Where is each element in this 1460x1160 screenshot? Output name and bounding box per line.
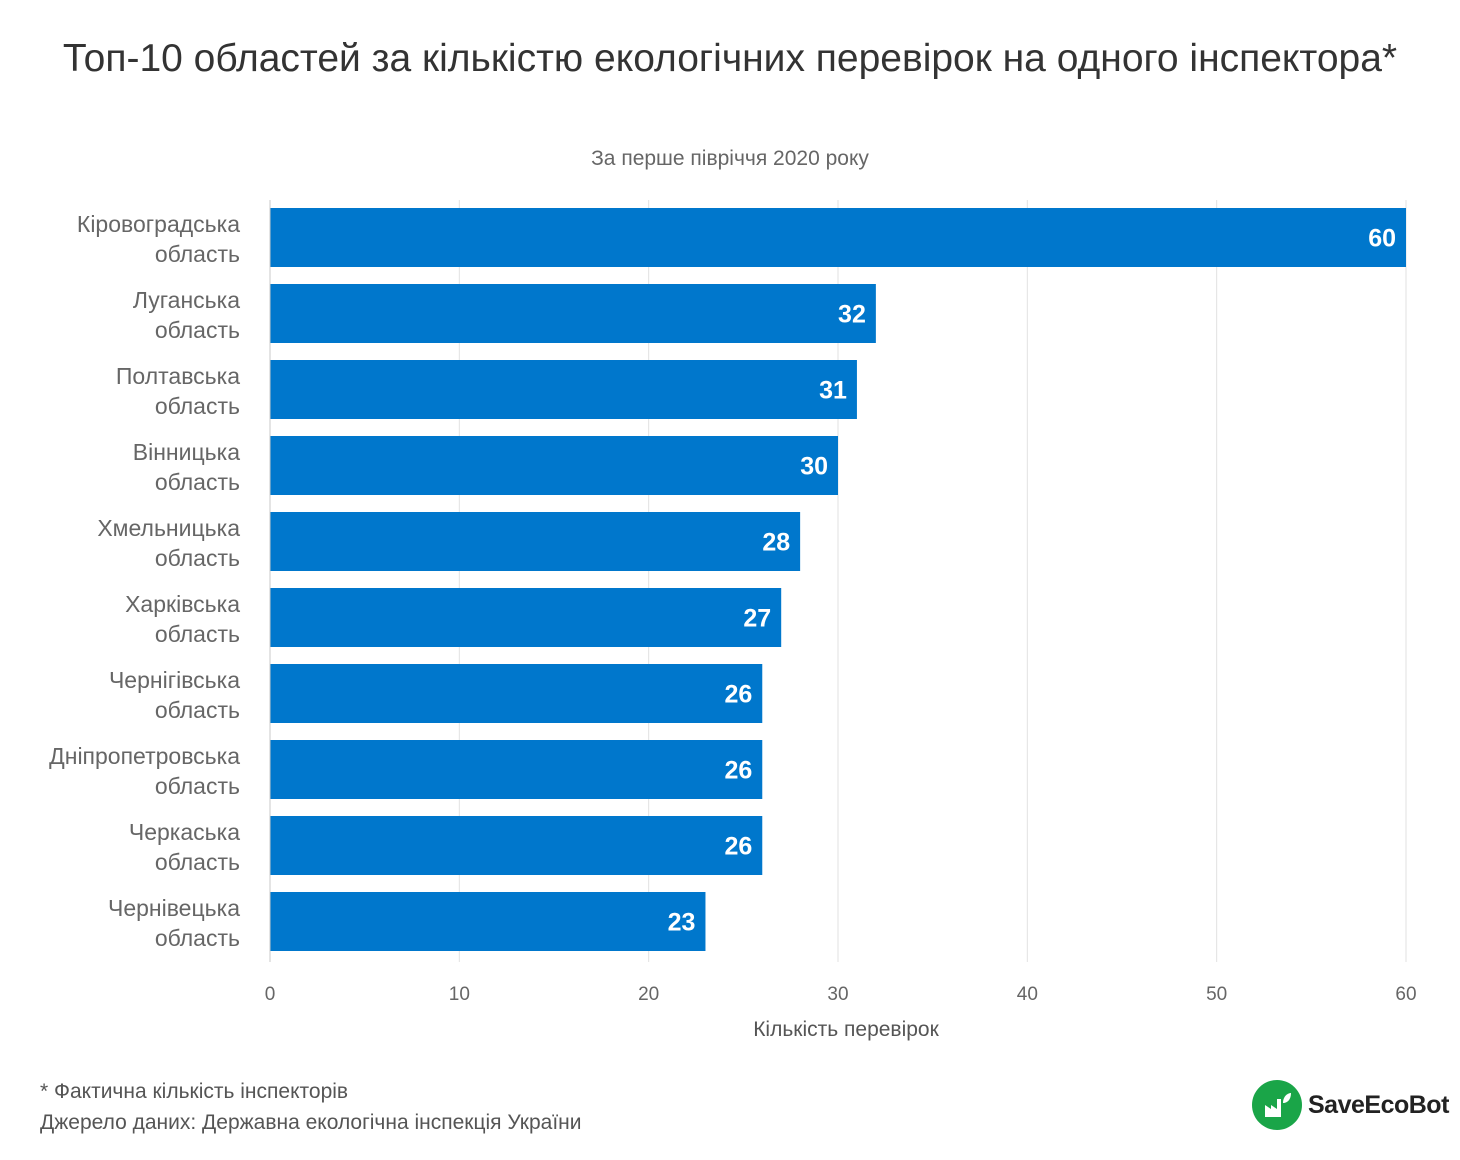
- chart-subtitle: За перше півріччя 2020 року: [591, 147, 869, 170]
- bar: [270, 512, 801, 571]
- x-tick-label: 30: [827, 984, 848, 1005]
- data-label: 31: [819, 377, 847, 405]
- footnote-note: * Фактична кількість інспекторів: [40, 1080, 349, 1103]
- bar: [270, 208, 1406, 267]
- data-label: 26: [724, 681, 752, 709]
- category-label: Чернігівська область: [109, 667, 240, 723]
- category-label: Луганська область: [133, 287, 240, 343]
- x-tick-label: 20: [638, 984, 659, 1005]
- category-label: Вінницька область: [133, 439, 240, 495]
- x-tick-label: 50: [1206, 984, 1227, 1005]
- x-tick-label: 40: [1017, 984, 1038, 1005]
- category-label: Черкаська область: [129, 819, 240, 875]
- logo-text: SaveEcoBot: [1308, 1091, 1449, 1120]
- bar: [270, 664, 763, 723]
- factory-leaf-icon: [1252, 1080, 1302, 1130]
- footnote: * Фактична кількість інспекторів Джерело…: [40, 1076, 582, 1138]
- data-label: 60: [1368, 225, 1396, 253]
- bar: [270, 892, 706, 951]
- footnote-source: Джерело даних: Державна екологічна інспе…: [40, 1111, 582, 1134]
- category-label: Харківська область: [125, 591, 240, 647]
- category-label: Чернівецька область: [108, 895, 240, 951]
- category-labels: Кіровоградська область Луганська область Пол…: [49, 211, 240, 951]
- bar: [270, 436, 838, 495]
- data-label: 32: [838, 301, 866, 329]
- x-axis-title: Кількість перевірок: [753, 1018, 939, 1041]
- category-label: Хмельницька область: [97, 515, 240, 571]
- data-label: 28: [762, 529, 790, 557]
- data-label: 23: [668, 909, 696, 937]
- bar: [270, 740, 763, 799]
- data-label: 27: [743, 605, 771, 633]
- data-label: 30: [800, 453, 828, 481]
- category-label: Кіровоградська область: [77, 211, 240, 267]
- chart-title: Топ-10 областей за кількістю екологічних…: [62, 37, 1398, 80]
- bar: [270, 588, 782, 647]
- x-tick-label: 10: [449, 984, 470, 1005]
- logo-text-bold: Save: [1308, 1090, 1365, 1119]
- bars: 60 32 31 30 28 27 26 26 26 23: [270, 208, 1406, 951]
- category-label: Дніпропетровська область: [49, 743, 240, 799]
- bar: [270, 284, 876, 343]
- x-tick-labels: 0 10 20 30 40 50 60: [265, 984, 1417, 1005]
- data-label: 26: [724, 833, 752, 861]
- category-label: Полтавська область: [116, 363, 240, 419]
- x-tick-label: 60: [1395, 984, 1416, 1005]
- data-label: 26: [724, 757, 752, 785]
- bar: [270, 360, 857, 419]
- x-tick-label: 0: [265, 984, 276, 1005]
- logo-text-rest: EcoBot: [1364, 1090, 1449, 1119]
- saveecobot-logo: SaveEcoBot: [1252, 1080, 1449, 1130]
- bar: [270, 816, 763, 875]
